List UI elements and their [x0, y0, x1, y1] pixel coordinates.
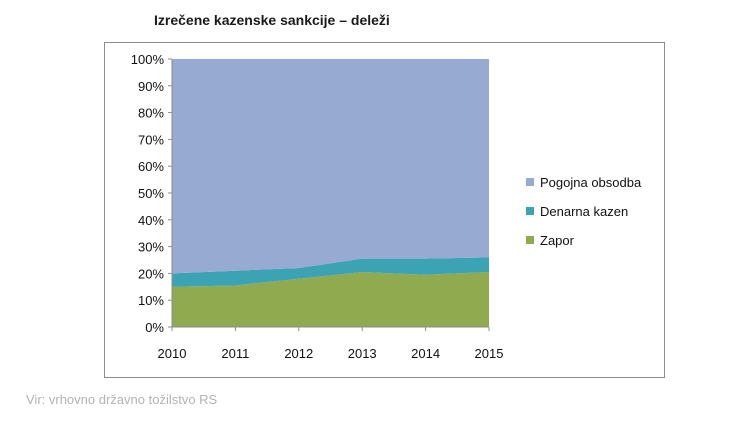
y-tick-label: 80% — [138, 106, 164, 121]
x-tick-label: 2013 — [348, 346, 377, 361]
chart-legend: Pogojna obsodba Denarna kazen Zapor — [526, 172, 641, 259]
x-tick-label: 2014 — [411, 346, 440, 361]
x-tick-label: 2015 — [475, 346, 504, 361]
source-note: Vir: vrhovno državno tožilstvo RS — [26, 392, 218, 407]
x-tick-label: 2010 — [158, 346, 187, 361]
chart-title: Izrečene kazenske sankcije – deleži — [154, 12, 390, 28]
legend-swatch — [526, 178, 534, 186]
legend-swatch — [526, 207, 534, 215]
y-tick-label: 50% — [138, 186, 164, 201]
y-tick-label: 60% — [138, 159, 164, 174]
legend-item: Zapor — [526, 230, 641, 250]
legend-label: Denarna kazen — [540, 203, 629, 219]
y-tick-label: 70% — [138, 132, 164, 147]
legend-item: Pogojna obsodba — [526, 172, 641, 192]
x-tick-label: 2012 — [284, 346, 313, 361]
legend-label: Zapor — [540, 232, 574, 248]
area-series-denarna-kazen — [172, 257, 489, 287]
y-tick-label: 100% — [131, 52, 165, 67]
y-tick-label: 20% — [138, 266, 164, 281]
y-tick-label: 40% — [138, 213, 164, 228]
legend-item: Denarna kazen — [526, 201, 641, 221]
area-series-pogojna-obsodba — [172, 59, 489, 274]
y-tick-label: 90% — [138, 79, 164, 94]
y-tick-label: 0% — [145, 320, 164, 335]
legend-label: Pogojna obsodba — [540, 174, 642, 190]
legend-swatch — [526, 236, 534, 244]
y-tick-label: 10% — [138, 293, 164, 308]
y-tick-label: 30% — [138, 240, 164, 255]
area-series-zapor — [172, 272, 489, 327]
x-tick-label: 2011 — [221, 346, 249, 361]
